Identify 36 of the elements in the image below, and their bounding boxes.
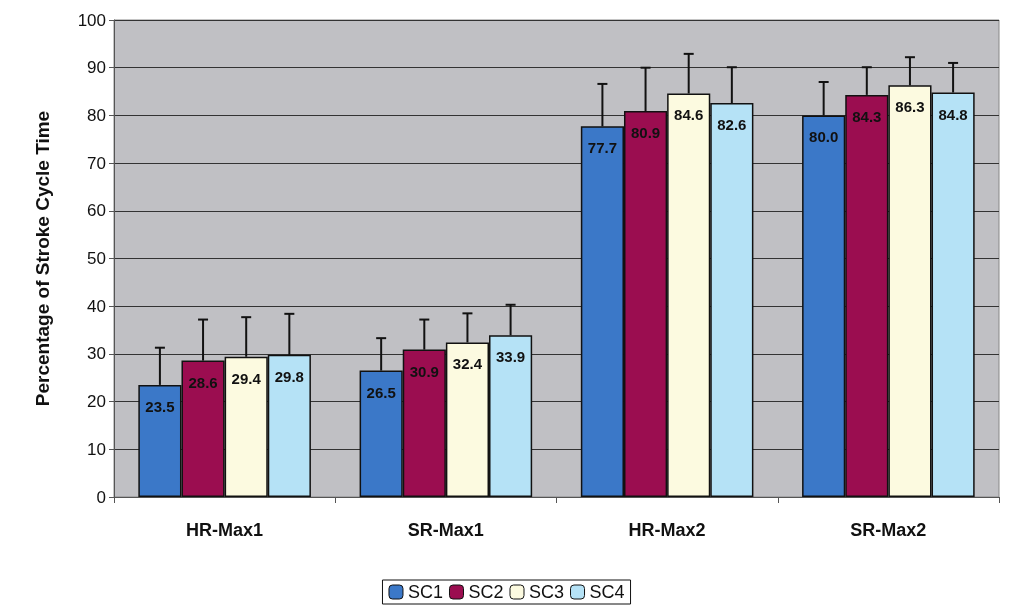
data-label: 29.4 [231,369,262,387]
data-label: 28.6 [188,373,218,391]
data-label: 26.5 [366,383,396,401]
data-label: 23.5 [145,397,175,415]
data-label: 30.9 [409,362,439,380]
data-label: 80.0 [809,128,839,146]
data-label: 82.6 [717,116,747,133]
y-tick-label: 100 [77,10,106,30]
data-label: 77.7 [587,139,618,157]
y-tick-label: 60 [87,201,106,221]
legend-label: SC2 [468,582,504,602]
data-label: 33.9 [495,348,526,366]
y-tick-label: 80 [87,105,106,125]
y-tick-label: 70 [87,153,106,173]
data-label: 86.3 [895,98,925,116]
x-tick-label: HR-Max2 [628,520,706,540]
y-tick-label: 90 [87,58,106,78]
data-label: 84.8 [938,105,968,123]
y-axis-title: Percentage of Stroke Cycle Time [32,110,53,407]
data-label: 84.6 [674,106,704,124]
x-tick-label: SR-Max2 [850,520,927,540]
y-tick-label: 0 [96,487,106,507]
legend-label: SC4 [589,582,625,602]
data-label: 29.8 [274,367,304,385]
data-label: 84.3 [852,107,882,125]
legend-label: SC1 [407,582,443,602]
data-label: 80.9 [630,124,661,142]
y-tick-label: 30 [87,344,106,364]
data-label: 32.4 [452,355,483,373]
y-tick-label: 20 [87,392,106,412]
x-tick-label: SR-Max1 [407,520,484,540]
y-tick-label: 50 [87,249,106,268]
legend-label: SC3 [529,582,565,602]
x-tick-label: HR-Max1 [186,520,264,540]
y-tick-label: 10 [87,439,106,459]
y-tick-label: 40 [87,296,106,316]
